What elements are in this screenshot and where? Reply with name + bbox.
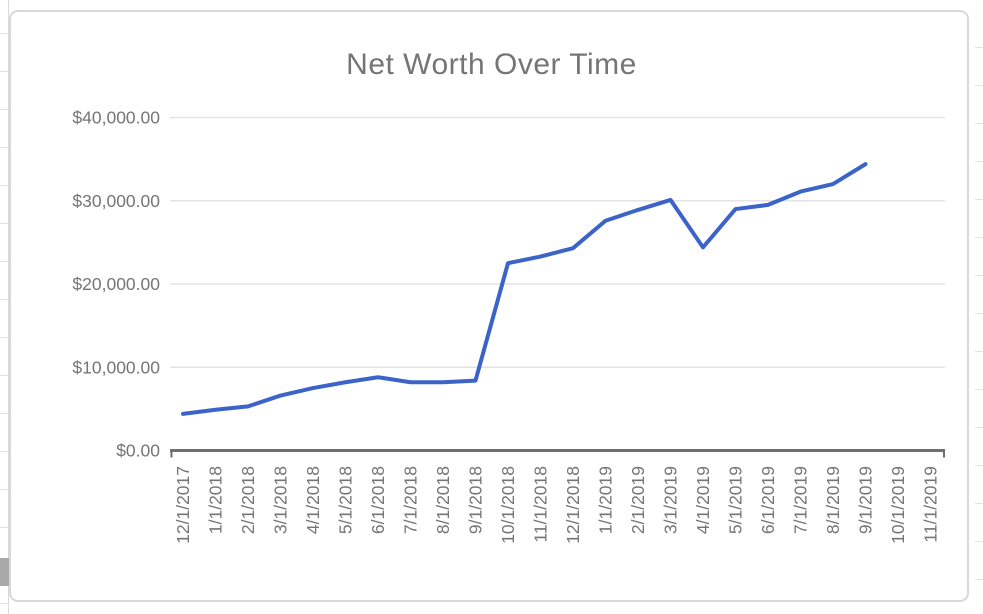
x-axis-tick-label: 1/1/2018 bbox=[206, 466, 226, 534]
x-axis-tick-label: 5/1/2019 bbox=[726, 466, 746, 534]
x-axis-tick-label: 7/1/2019 bbox=[791, 466, 811, 534]
data-series-line bbox=[181, 162, 868, 416]
sheet-row-gridline bbox=[0, 375, 9, 376]
sheet-row-gridline bbox=[0, 71, 9, 72]
chart-title: Net Worth Over Time bbox=[346, 48, 637, 81]
sheet-row-gridline bbox=[0, 223, 9, 224]
sheet-row-gridline bbox=[975, 161, 983, 162]
sheet-row-gridline bbox=[0, 33, 9, 34]
x-axis-tick-label: 2/1/2018 bbox=[238, 466, 258, 534]
sheet-row-gridline bbox=[975, 351, 983, 352]
sheet-row-gridline bbox=[0, 451, 9, 452]
x-axis-tick-label: 9/1/2018 bbox=[466, 466, 486, 534]
x-axis-tick-label: 10/1/2019 bbox=[888, 466, 908, 544]
sheet-row-gridline bbox=[0, 603, 9, 604]
x-axis-tick-label: 8/1/2018 bbox=[433, 466, 453, 534]
x-axis-tick-label: 4/1/2018 bbox=[303, 466, 323, 534]
sheet-row-gridline bbox=[975, 199, 983, 200]
sheet-row-gridline bbox=[975, 579, 983, 580]
sheet-row-gridline bbox=[0, 261, 9, 262]
sheet-row-gridline bbox=[0, 527, 9, 528]
sheet-row-gridline bbox=[975, 465, 983, 466]
y-axis-tick-label: $20,000.00 bbox=[72, 274, 160, 294]
chart-container[interactable] bbox=[9, 10, 969, 602]
sheet-edge-block bbox=[0, 558, 9, 586]
x-axis-tick-label: 10/1/2018 bbox=[498, 466, 518, 544]
sheet-row-gridline bbox=[975, 389, 983, 390]
sheet-row-gridline bbox=[975, 427, 983, 428]
sheet-row-gridline bbox=[0, 185, 9, 186]
sheet-row-gridline bbox=[975, 275, 983, 276]
x-axis-tick-label: 12/1/2018 bbox=[563, 466, 583, 544]
sheet-row-gridline bbox=[975, 85, 983, 86]
x-axis-tick-label: 12/1/2017 bbox=[173, 466, 193, 544]
sheet-row-gridline bbox=[0, 413, 9, 414]
sheet-column-gridline bbox=[8, 0, 9, 614]
sheet-row-gridline bbox=[0, 337, 9, 338]
sheet-row-gridline bbox=[975, 47, 983, 48]
y-axis-tick-label: $30,000.00 bbox=[72, 191, 160, 211]
x-axis-tick-label: 2/1/2019 bbox=[628, 466, 648, 534]
x-axis-tick-label: 3/1/2018 bbox=[271, 466, 291, 534]
sheet-row-gridline bbox=[975, 123, 983, 124]
y-axis-tick-label: $10,000.00 bbox=[72, 357, 160, 377]
sheet-row-gridline bbox=[975, 503, 983, 504]
x-axis-tick-label: 8/1/2019 bbox=[823, 466, 843, 534]
sheet-row-gridline bbox=[975, 313, 983, 314]
x-axis-tick-label: 1/1/2019 bbox=[596, 466, 616, 534]
sheet-row-gridline bbox=[0, 109, 9, 110]
x-axis-tick-label: 11/1/2019 bbox=[921, 466, 941, 543]
x-axis-tick-label: 3/1/2019 bbox=[661, 466, 681, 534]
x-axis-tick-label: 4/1/2019 bbox=[693, 466, 713, 534]
x-axis-tick-label: 9/1/2019 bbox=[856, 466, 876, 534]
x-axis-tick-label: 7/1/2018 bbox=[401, 466, 421, 534]
x-axis-tick-label: 6/1/2019 bbox=[758, 466, 778, 534]
sheet-row-gridline bbox=[975, 541, 983, 542]
sheet-row-gridline bbox=[0, 489, 9, 490]
sheet-row-gridline bbox=[0, 299, 9, 300]
x-axis-tick-label: 6/1/2018 bbox=[368, 466, 388, 534]
y-axis-tick-label: $40,000.00 bbox=[72, 108, 160, 128]
x-axis-tick-label: 11/1/2018 bbox=[531, 466, 551, 543]
x-axis-tick-label: 5/1/2018 bbox=[336, 466, 356, 534]
sheet-row-gridline bbox=[975, 237, 983, 238]
y-axis-tick-label: $0.00 bbox=[116, 441, 160, 461]
sheet-row-gridline bbox=[0, 147, 9, 148]
